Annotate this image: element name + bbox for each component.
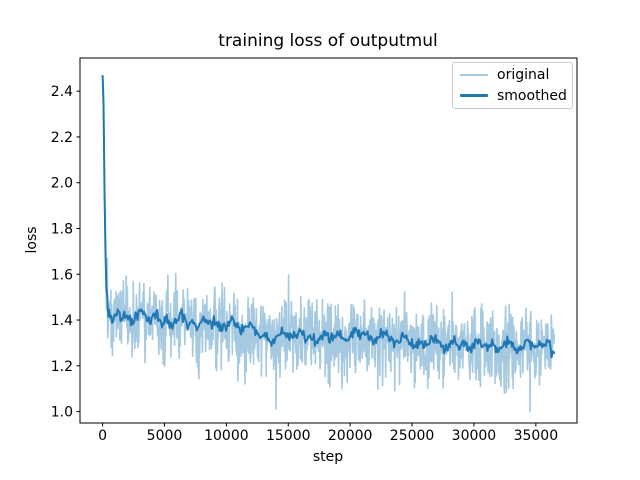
y-tick-label: 1.4 <box>51 313 73 329</box>
legend-entry-smoothed: smoothed <box>453 86 572 106</box>
x-tick-label: 10000 <box>204 428 249 444</box>
series-smoothed-line <box>101 75 556 359</box>
smoothed-line-swatch <box>460 94 488 98</box>
x-tick-label: 35000 <box>514 428 559 444</box>
y-tick-label: 2.2 <box>51 130 73 146</box>
chart-title: training loss of outputmul <box>218 31 437 51</box>
axes-spines <box>79 57 578 424</box>
x-axis-label: step <box>313 449 343 465</box>
x-tick-label: 0 <box>98 428 107 444</box>
legend: original smoothed <box>452 62 573 109</box>
y-tick-label: 2.0 <box>51 176 73 192</box>
plot-area: 0 5000 10000 15000 20000 25000 30000 35000 1.0 1.… <box>51 57 578 444</box>
y-tick-label: 1.0 <box>51 405 73 421</box>
series-original-line <box>101 75 556 413</box>
legend-entry-original: original <box>453 65 572 85</box>
x-tick-label: 15000 <box>266 428 311 444</box>
y-tick-label: 1.6 <box>51 267 73 283</box>
legend-label-original: original <box>497 67 550 84</box>
x-tick-label: 20000 <box>328 428 373 444</box>
legend-label-smoothed: smoothed <box>497 87 567 104</box>
x-tick-label: 5000 <box>147 428 183 444</box>
y-tick-label: 2.4 <box>51 84 73 100</box>
original-line-swatch <box>460 74 488 77</box>
y-tick-label: 1.2 <box>51 359 73 375</box>
x-tick-label: 25000 <box>390 428 435 444</box>
y-axis-label: loss <box>24 226 40 253</box>
x-tick-label: 30000 <box>452 428 497 444</box>
y-tick-label: 1.8 <box>51 221 73 237</box>
